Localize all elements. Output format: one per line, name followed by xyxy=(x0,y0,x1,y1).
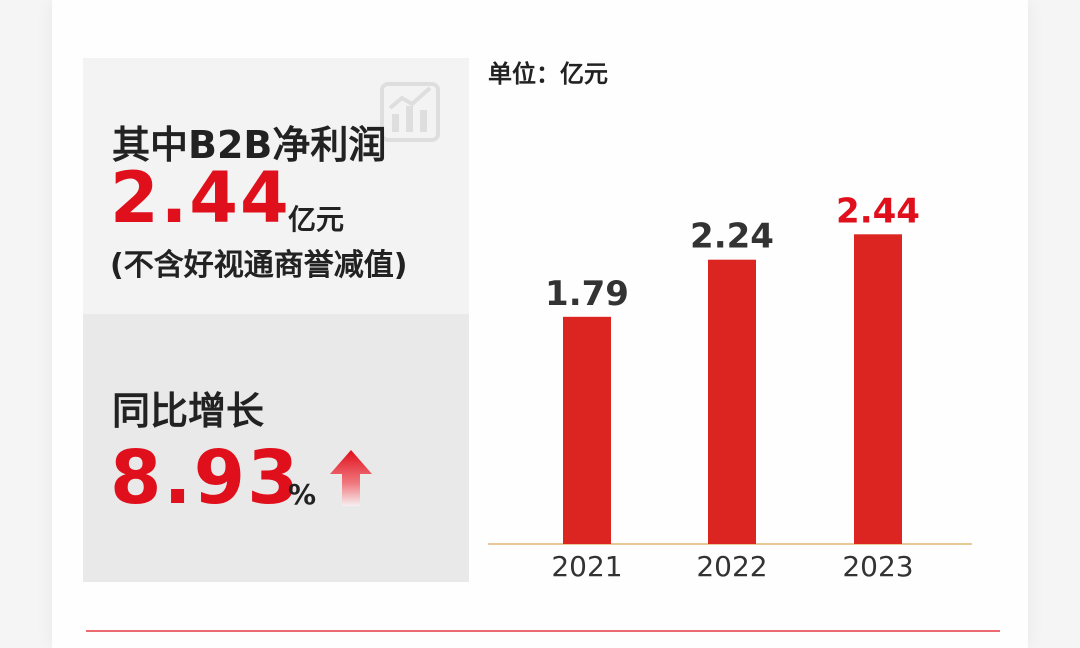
x-tick-2022: 2022 xyxy=(696,550,767,583)
bar-chart: 单位：亿元 1.79 2021 2.24 2022 2.44 2023 xyxy=(488,60,972,583)
growth-value: 8.93 xyxy=(110,435,301,521)
chart-growth-icon xyxy=(380,82,440,142)
profit-unit: 亿元 xyxy=(288,203,345,236)
value-label-2022: 2.24 xyxy=(690,217,774,257)
growth-label: 同比增长 xyxy=(112,389,265,433)
growth-unit: % xyxy=(288,478,317,511)
bar-2022 xyxy=(708,259,756,544)
profit-note: (不含好视通商誉减值) xyxy=(110,248,408,283)
unit-label: 单位：亿元 xyxy=(488,60,608,88)
value-label-2021: 1.79 xyxy=(545,274,629,314)
up-arrow-icon xyxy=(330,450,372,506)
bar-2021 xyxy=(563,316,611,544)
x-tick-2021: 2021 xyxy=(551,550,622,583)
profit-value: 2.44 xyxy=(110,157,291,239)
x-tick-2023: 2023 xyxy=(842,550,913,583)
divider-line xyxy=(86,630,1000,632)
value-label-2023: 2.44 xyxy=(836,191,920,231)
bar-2023 xyxy=(854,234,902,545)
profit-title: 其中B2B净利润 xyxy=(112,123,387,167)
growth-panel xyxy=(83,314,469,582)
